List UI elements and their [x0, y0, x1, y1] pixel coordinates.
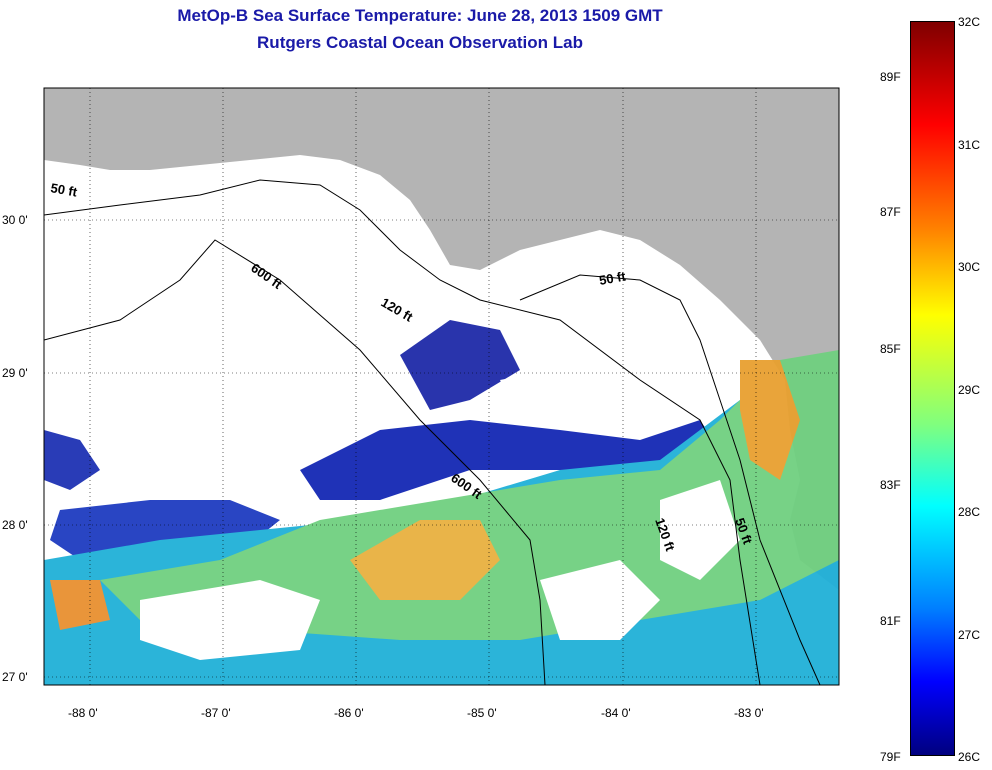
- colorbar-c-label: 28C: [958, 505, 981, 519]
- colorbar-c-label: 32C: [958, 15, 981, 29]
- lon-label: -83 0': [734, 706, 764, 720]
- sst-warm-patch-east: [740, 360, 800, 480]
- lat-label: 29 0': [2, 366, 28, 380]
- sst-cool-band-mid: [300, 420, 720, 500]
- colorbar-f-label: 85F: [880, 342, 901, 356]
- lon-label: -84 0': [601, 706, 631, 720]
- graticule: [44, 88, 839, 685]
- cloud-gap-4: [660, 480, 740, 580]
- land-mass: [44, 88, 839, 590]
- contour-label-50ft-west: 50 ft: [49, 180, 79, 200]
- contour-50ft: [519, 274, 821, 685]
- colorbar-f-label: 87F: [880, 205, 901, 219]
- contour-120ft: [44, 179, 761, 685]
- colorbar-f-label: 81F: [880, 614, 901, 628]
- colorbar-c-label: 29C: [958, 383, 981, 397]
- contour-600ft: [44, 239, 546, 685]
- map-title: MetOp-B Sea Surface Temperature: June 28…: [177, 6, 663, 25]
- lat-label: 27 0': [2, 670, 28, 684]
- sst-green-field: [100, 350, 839, 640]
- temperature-colorbar: [910, 21, 955, 756]
- colorbar-f-label: 79F: [880, 750, 901, 764]
- sst-warm-patch-west: [50, 580, 110, 630]
- map-frame: [43, 87, 840, 686]
- sst-cool-band-west: [44, 430, 100, 490]
- lat-label: 28 0': [2, 518, 28, 532]
- contour-label-50ft-north: 50 ft: [598, 268, 628, 288]
- cloud-gap-2: [140, 580, 320, 660]
- sst-warm-patch-center: [350, 520, 500, 600]
- lon-label: -87 0': [201, 706, 231, 720]
- map-subtitle: Rutgers Coastal Ocean Observation Lab: [257, 33, 583, 52]
- colorbar-f-label: 89F: [880, 70, 901, 84]
- colorbar-c-label: 27C: [958, 628, 981, 642]
- colorbar-c-label: 31C: [958, 138, 981, 152]
- colorbar-c-label: 30C: [958, 260, 981, 274]
- lon-label: -88 0': [68, 706, 98, 720]
- lat-label: 30 0': [2, 213, 28, 227]
- colorbar-c-label: 26C: [958, 750, 981, 764]
- sst-cool-band-north: [400, 320, 520, 410]
- colorbar-f-label: 83F: [880, 478, 901, 492]
- cloud-gap-1: [500, 360, 680, 420]
- cloud-gap-3: [540, 560, 660, 640]
- lon-label: -86 0': [334, 706, 364, 720]
- lon-label: -85 0': [467, 706, 497, 720]
